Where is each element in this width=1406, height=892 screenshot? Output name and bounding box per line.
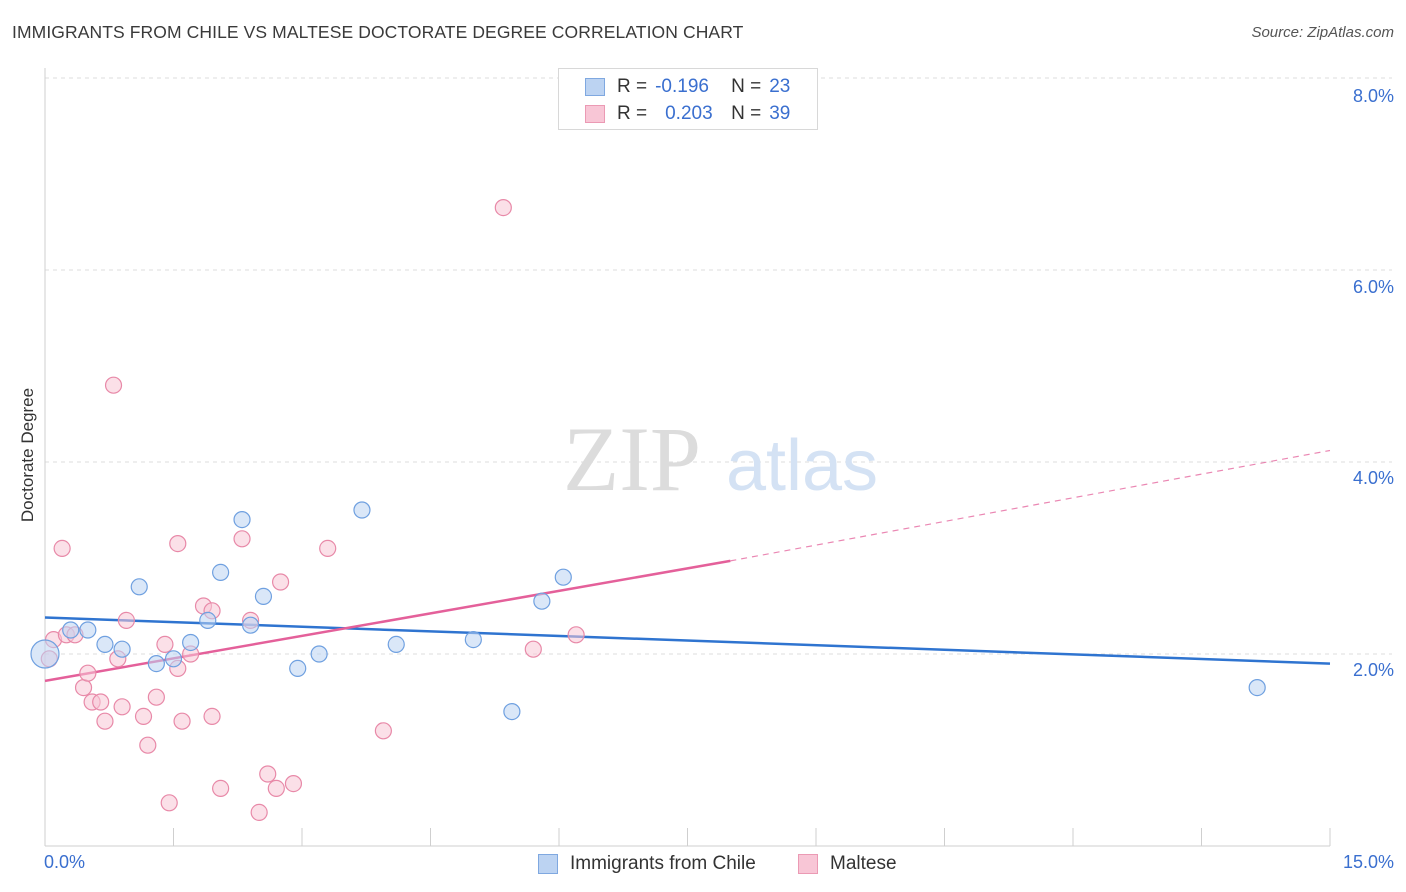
data-point-maltese [92,693,110,711]
legend-swatch-maltese [585,105,605,123]
data-point-chile [30,639,60,669]
data-point-maltese [113,698,131,716]
series-legend-maltese: Maltese [798,851,897,877]
data-point-maltese [79,664,97,682]
data-point-maltese [250,803,268,822]
legend-swatch-chile [585,78,605,96]
data-point-chile [242,616,260,634]
legend-row-chile: R = -0.196 N = 23 [585,75,790,99]
data-point-maltese [284,774,303,793]
data-point-maltese [53,539,71,558]
x-tick-label-min: 0.0% [44,852,86,872]
data-point-maltese [567,626,585,644]
data-point-chile [310,645,328,663]
data-point-chile [212,563,230,582]
data-point-chile [289,659,307,678]
data-point-chile [1248,678,1266,697]
axes [44,68,1331,847]
x-tick-label-max: 15.0% [1342,852,1394,872]
data-point-maltese [156,635,174,654]
data-point-maltese [160,794,178,812]
data-point-maltese [74,678,93,697]
data-point-maltese [259,765,277,783]
data-point-chile [254,587,273,606]
watermark: ZIP atlas [563,408,878,510]
data-point-chile [387,635,405,654]
trend-line-chile [44,616,1331,665]
data-point-maltese [147,688,165,706]
data-point-chile [199,611,217,630]
source-label: Source: ZipAtlas.com [1251,24,1394,41]
series-legend-chile: Immigrants from Chile [538,851,756,877]
grid-lines [45,77,1392,655]
data-point-chile [147,654,165,673]
trend-line-maltese-extension [730,449,1331,562]
data-point-maltese [169,534,187,553]
data-point-maltese [173,712,191,730]
data-point-chile [79,621,97,639]
data-points [30,199,1266,822]
correlation-legend: R = -0.196 N = 23 R = 0.203 N = 39 [558,68,818,130]
legend-r-label: R = [617,103,648,124]
data-point-chile [353,501,371,519]
data-point-chile [182,633,200,652]
data-point-maltese [139,736,157,754]
watermark-atlas: atlas [726,426,878,506]
data-point-chile [130,578,148,596]
series-name-chile: Immigrants from Chile [570,853,756,874]
data-point-chile [533,592,551,610]
chart-title: IMMIGRANTS FROM CHILE VS MALTESE DOCTORA… [12,22,744,42]
legend-r-value: -0.196 [655,76,709,97]
legend-n-label: N = [731,76,762,97]
legend-row-maltese: R = 0.203 N = 39 [585,102,790,126]
data-point-chile [164,650,183,668]
legend-r-value: 0.203 [665,103,713,124]
data-point-chile [503,702,521,721]
data-point-maltese [271,573,290,591]
legend-n-label: N = [731,103,762,124]
y-tick-label: 8.0% [1352,86,1394,106]
data-point-chile [464,630,482,649]
data-point-maltese [104,376,123,394]
data-point-maltese [212,779,230,798]
data-point-maltese [96,712,114,730]
data-point-maltese [203,707,221,726]
data-point-maltese [267,779,285,798]
data-point-chile [233,510,251,529]
data-point-maltese [134,707,153,726]
watermark-zip: ZIP [563,408,701,510]
data-point-chile [113,640,131,658]
legend-n-value: 23 [769,76,791,97]
data-point-maltese [374,722,392,740]
y-tick-label: 6.0% [1352,277,1394,297]
legend-n-value: 39 [769,103,791,124]
legend-r-label: R = [617,76,648,97]
y-tick-label: 4.0% [1352,468,1394,488]
data-point-chile [554,568,572,586]
data-point-chile [96,635,114,654]
y-tick-label: 2.0% [1352,660,1394,680]
data-point-maltese [233,530,251,548]
data-point-chile [62,621,80,639]
data-point-maltese [524,640,542,658]
data-point-maltese [319,539,337,558]
data-point-maltese [117,611,135,630]
series-name-maltese: Maltese [830,853,897,874]
data-point-maltese [494,199,512,217]
legend-swatch-chile [538,854,558,874]
legend-swatch-maltese [798,854,818,874]
